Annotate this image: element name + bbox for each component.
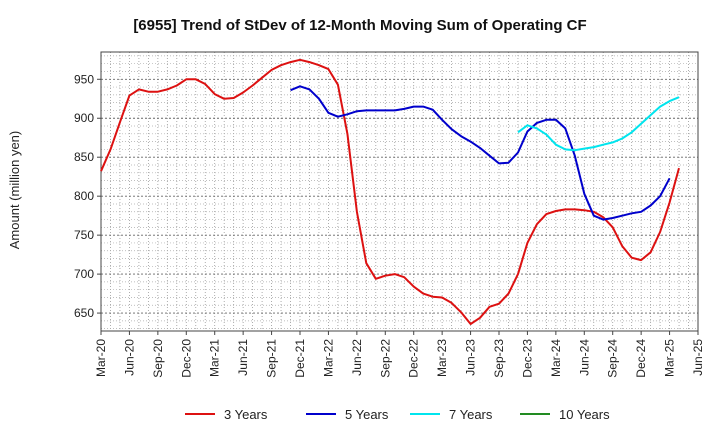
chart-legend: 3 Years 5 Years 7 Years 10 Years (185, 407, 610, 422)
chart-title: [6955] Trend of StDev of 12-Month Moving… (133, 17, 586, 34)
x-tick-label: Dec-22 (407, 339, 421, 378)
plot-area (100, 51, 699, 332)
chart-series (100, 58, 680, 325)
y-tick-label: 650 (74, 306, 94, 320)
x-tick-label: Mar-22 (321, 339, 335, 377)
x-tick-label: Sep-21 (265, 339, 279, 378)
x-tick-label: Dec-21 (293, 339, 307, 378)
x-tick-label: Jun-24 (577, 339, 591, 376)
x-tick-label: Jun-20 (122, 339, 136, 376)
legend-label: 3 Years (224, 407, 268, 422)
x-tick-label: Jun-25 (691, 339, 705, 376)
legend-label: 7 Years (449, 407, 493, 422)
legend-item: 10 Years (520, 407, 610, 422)
y-tick-label: 800 (74, 189, 94, 203)
y-axis: 650 700 750 800 850 900 950 (74, 72, 101, 320)
y-tick-label: 950 (74, 72, 94, 86)
y-tick-label: 850 (74, 150, 94, 164)
series-line-7-years (517, 96, 680, 152)
series-line-3-years (100, 58, 680, 325)
legend-item: 7 Years (410, 407, 493, 422)
x-tick-label: Sep-24 (606, 339, 620, 378)
x-axis: Mar-20 Jun-20 Sep-20 Dec-20 Mar-21 Jun-21 Sep-… (94, 331, 705, 378)
legend-label: 10 Years (559, 407, 610, 422)
x-tick-label: Mar-23 (435, 339, 449, 377)
x-tick-label: Jun-21 (236, 339, 250, 376)
series-line-5-years (290, 85, 671, 221)
x-tick-label: Mar-24 (549, 339, 563, 377)
x-tick-label: Sep-23 (492, 339, 506, 378)
x-tick-label: Mar-21 (208, 339, 222, 377)
y-tick-label: 900 (74, 111, 94, 125)
legend-item: 5 Years (306, 407, 389, 422)
chart-grid (101, 52, 698, 331)
x-tick-label: Jun-22 (350, 339, 364, 376)
x-tick-label: Mar-25 (663, 339, 677, 377)
x-tick-label: Dec-23 (520, 339, 534, 378)
legend-label: 5 Years (345, 407, 389, 422)
y-tick-label: 750 (74, 228, 94, 242)
y-tick-label: 700 (74, 267, 94, 281)
x-tick-label: Dec-24 (634, 339, 648, 378)
y-axis-label: Amount (million yen) (7, 131, 22, 250)
x-tick-label: Sep-20 (151, 339, 165, 378)
legend-item: 3 Years (185, 407, 268, 422)
x-tick-label: Jun-23 (464, 339, 478, 376)
x-tick-label: Dec-20 (179, 339, 193, 378)
x-tick-label: Sep-22 (378, 339, 392, 378)
x-tick-label: Mar-20 (94, 339, 108, 377)
